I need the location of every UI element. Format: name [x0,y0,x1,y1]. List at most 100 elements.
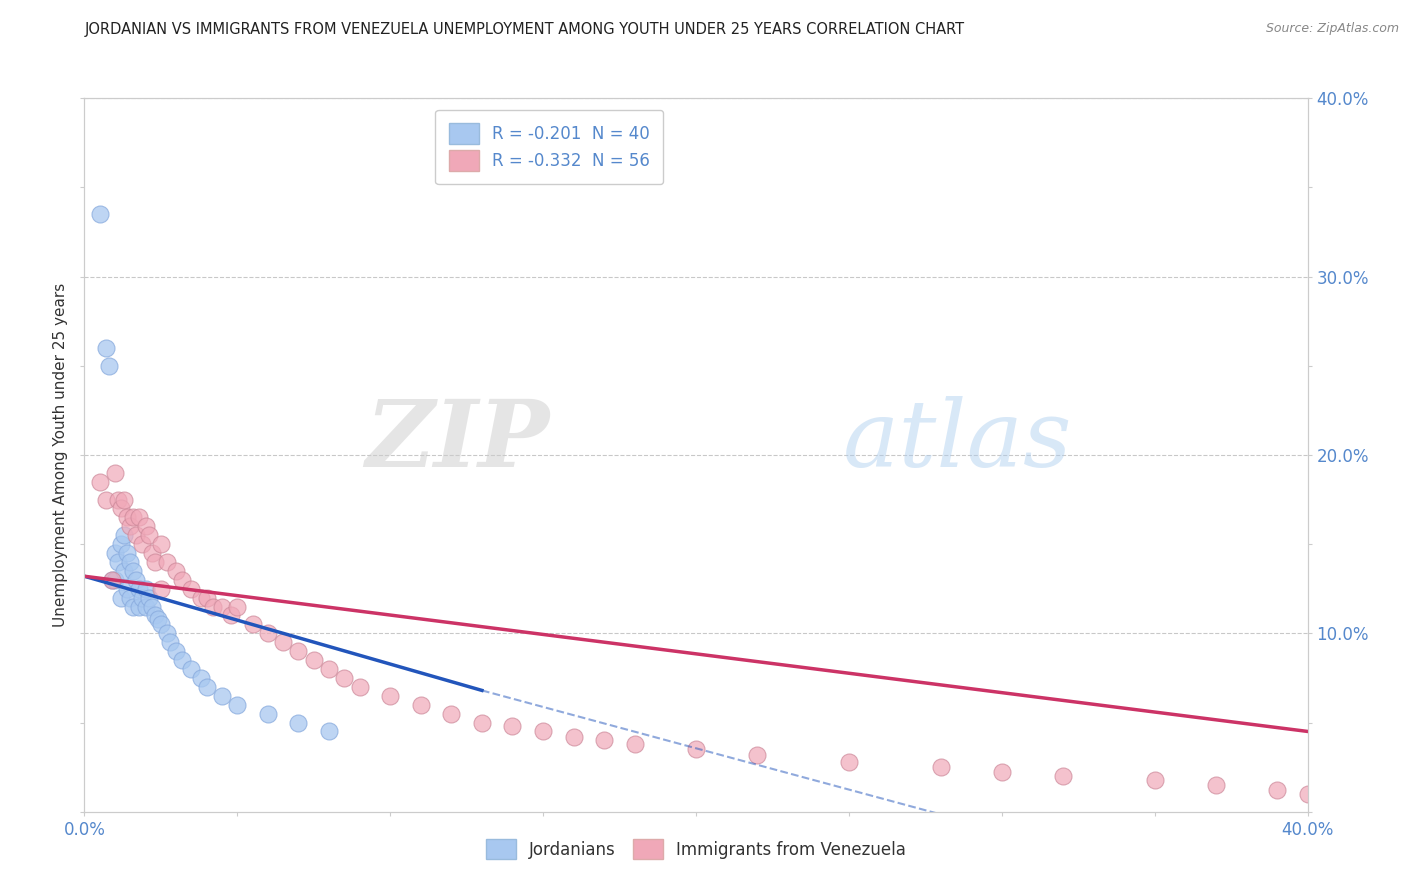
Point [125,573,148,587]
Point [471,715,494,730]
Point [122,599,145,614]
Point [107,555,129,569]
Point [226,599,249,614]
Point [226,698,249,712]
Point [287,644,309,658]
Point [104,573,127,587]
Point [131,591,153,605]
Point [1265,783,1288,797]
Point [107,492,129,507]
Point [318,724,340,739]
Point [271,635,294,649]
Point [159,635,181,649]
Point [349,680,371,694]
Point [287,715,309,730]
Point [97,359,120,373]
Point [112,528,135,542]
Point [838,755,860,769]
Point [110,501,132,516]
Point [685,742,707,756]
Point [409,698,432,712]
Point [146,612,169,626]
Point [115,510,138,524]
Point [180,662,202,676]
Point [120,519,142,533]
Point [143,555,166,569]
Point [190,591,212,605]
Point [104,546,127,560]
Point [318,662,340,676]
Point [257,706,280,721]
Point [120,591,142,605]
Point [149,537,172,551]
Point [115,582,138,596]
Point [747,747,769,762]
Point [219,608,242,623]
Text: Source: ZipAtlas.com: Source: ZipAtlas.com [1265,22,1399,36]
Point [128,510,150,524]
Legend: Jordanians, Immigrants from Venezuela: Jordanians, Immigrants from Venezuela [478,830,914,868]
Text: atlas: atlas [842,396,1073,485]
Point [531,724,554,739]
Point [141,599,163,614]
Point [115,546,138,560]
Point [128,599,150,614]
Point [149,582,172,596]
Point [1296,787,1319,801]
Point [120,555,142,569]
Point [156,626,179,640]
Point [122,510,145,524]
Point [138,528,160,542]
Point [141,546,163,560]
Point [624,737,647,751]
Point [180,582,202,596]
Point [190,671,212,685]
Point [440,706,463,721]
Point [94,492,117,507]
Point [211,689,233,703]
Point [149,617,172,632]
Point [562,730,585,744]
Point [380,689,402,703]
Point [110,591,132,605]
Point [156,555,179,569]
Point [172,573,194,587]
Point [1143,772,1166,787]
Point [502,719,524,733]
Point [138,591,160,605]
Point [302,653,325,667]
Point [101,573,124,587]
Point [112,492,135,507]
Point [131,537,153,551]
Point [333,671,356,685]
Point [165,644,187,658]
Point [195,591,218,605]
Point [110,537,132,551]
Point [135,582,157,596]
Point [112,564,135,578]
Point [143,608,166,623]
Point [1205,778,1227,792]
Point [125,528,148,542]
Point [135,519,157,533]
Text: ZIP: ZIP [366,396,550,485]
Point [257,626,280,640]
Point [104,466,127,480]
Point [128,582,150,596]
Point [201,599,224,614]
Point [593,733,616,747]
Point [195,680,218,694]
Point [991,765,1014,780]
Text: JORDANIAN VS IMMIGRANTS FROM VENEZUELA UNEMPLOYMENT AMONG YOUTH UNDER 25 YEARS C: JORDANIAN VS IMMIGRANTS FROM VENEZUELA U… [84,22,965,37]
Point [1052,769,1074,783]
Point [929,760,952,774]
Point [242,617,264,632]
Point [135,599,157,614]
Y-axis label: Unemployment Among Youth under 25 years: Unemployment Among Youth under 25 years [53,283,69,627]
Point [172,653,194,667]
Point [94,341,117,355]
Point [89,207,111,221]
Point [101,573,124,587]
Point [211,599,233,614]
Point [165,564,187,578]
